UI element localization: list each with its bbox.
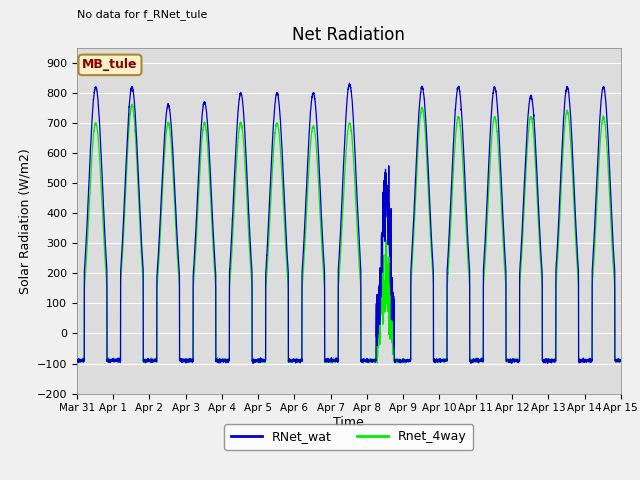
Text: MB_tule: MB_tule <box>82 59 138 72</box>
Title: Net Radiation: Net Radiation <box>292 25 405 44</box>
Legend: RNet_wat, Rnet_4way: RNet_wat, Rnet_4way <box>225 424 473 450</box>
X-axis label: Time: Time <box>333 416 364 429</box>
Y-axis label: Solar Radiation (W/m2): Solar Radiation (W/m2) <box>18 148 31 294</box>
Text: No data for f_RNet_tule: No data for f_RNet_tule <box>77 10 207 20</box>
